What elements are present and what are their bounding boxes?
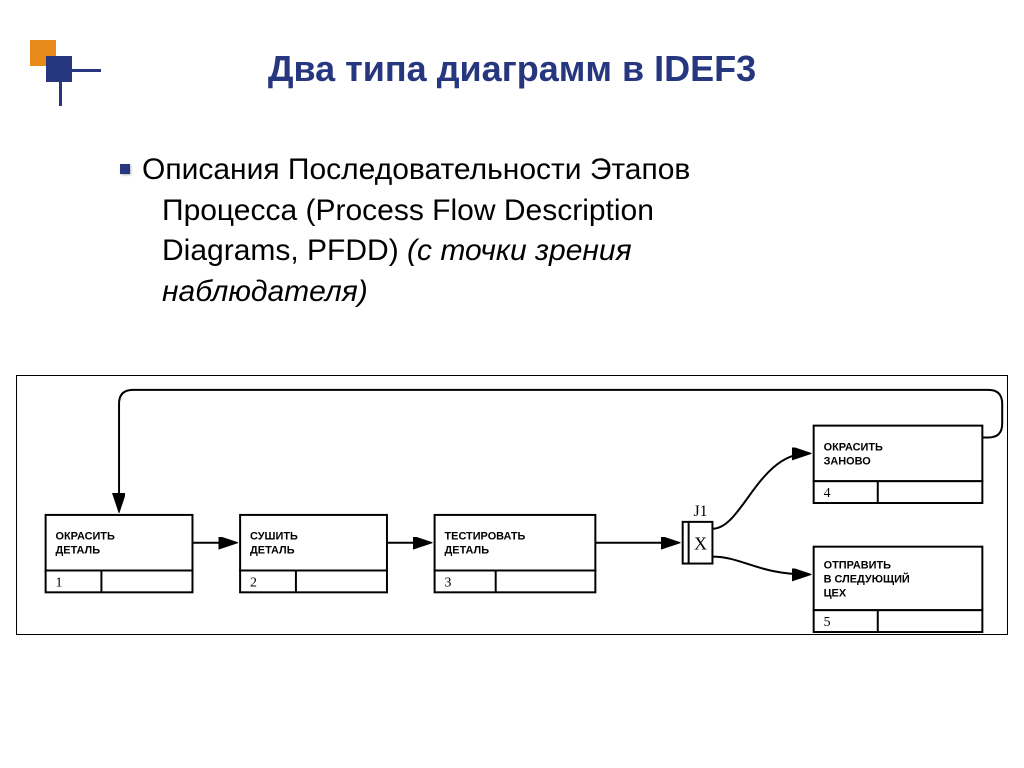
p-line2: Процесса (Process Flow Description — [162, 194, 654, 227]
svg-text:1: 1 — [56, 575, 63, 590]
svg-text:В СЛЕДУЮЩИЙ: В СЛЕДУЮЩИЙ — [824, 572, 910, 585]
svg-text:ДЕТАЛЬ: ДЕТАЛЬ — [250, 545, 295, 557]
node-n1: ОКРАСИТЬ ДЕТАЛЬ 1 — [46, 515, 193, 592]
svg-text:2: 2 — [250, 575, 257, 590]
slide-title: Два типа диаграмм в IDEF3 — [0, 48, 1024, 90]
title-text: Два типа диаграмм в IDEF3 — [268, 48, 756, 89]
svg-text:ДЕТАЛЬ: ДЕТАЛЬ — [56, 545, 101, 557]
pfdd-diagram: ОКРАСИТЬ ДЕТАЛЬ 1 СУШИТЬ ДЕТАЛЬ 2 ТЕСТИРОВАТЬ Д… — [16, 375, 1008, 635]
node-n2: СУШИТЬ ДЕТАЛЬ 2 — [240, 515, 387, 592]
node-n4: ОКРАСИТЬ ЗАНОВО 4 — [814, 426, 983, 503]
svg-text:ОКРАСИТЬ: ОКРАСИТЬ — [824, 441, 883, 453]
svg-text:ДЕТАЛЬ: ДЕТАЛЬ — [445, 545, 490, 557]
svg-text:ОТПРАВИТЬ: ОТПРАВИТЬ — [824, 560, 892, 572]
node-n5: ОТПРАВИТЬВ СЛЕДУЮЩИЙ ЦЕХ 5 — [814, 547, 983, 632]
p-line1: Описания Последовательности Этапов — [142, 153, 690, 186]
junction-J1: J1 X — [683, 503, 713, 564]
p-line3a: Diagrams, PFDD) — [162, 234, 407, 267]
svg-text:ЗАНОВО: ЗАНОВО — [824, 455, 872, 467]
svg-text:J1: J1 — [693, 503, 707, 520]
diagram-svg: ОКРАСИТЬ ДЕТАЛЬ 1 СУШИТЬ ДЕТАЛЬ 2 ТЕСТИРОВАТЬ Д… — [17, 376, 1007, 634]
svg-text:4: 4 — [824, 486, 831, 501]
svg-text:3: 3 — [445, 575, 452, 590]
svg-text:ЦЕХ: ЦЕХ — [824, 587, 847, 599]
bullet-icon — [120, 164, 130, 174]
node-n3: ТЕСТИРОВАТЬ ДЕТАЛЬ 3 — [435, 515, 596, 592]
svg-text:СУШИТЬ: СУШИТЬ — [250, 531, 298, 543]
body-paragraph: Описания Последовательности Этапов Проце… — [120, 150, 900, 312]
svg-text:ТЕСТИРОВАТЬ: ТЕСТИРОВАТЬ — [445, 531, 526, 543]
svg-text:X: X — [694, 534, 707, 554]
p-line4: наблюдателя) — [162, 275, 368, 308]
p-line3b: (с точки зрения — [407, 234, 632, 267]
svg-text:ОКРАСИТЬ: ОКРАСИТЬ — [56, 531, 115, 543]
svg-text:5: 5 — [824, 615, 831, 630]
